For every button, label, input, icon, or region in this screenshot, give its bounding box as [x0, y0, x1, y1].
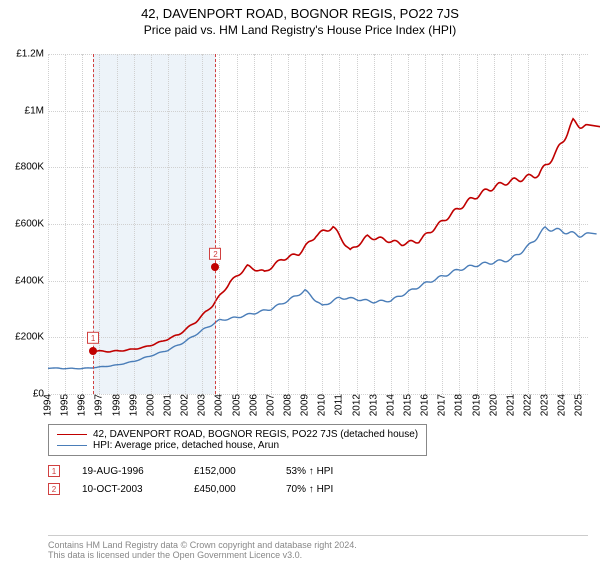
x-axis-label: 2011: [334, 394, 345, 418]
sale-price: £450,000: [194, 484, 264, 495]
chart-lines: [48, 54, 588, 394]
x-axis-label: 2010: [317, 394, 328, 418]
x-axis-label: 2004: [214, 394, 225, 418]
x-axis-label: 2012: [351, 394, 362, 418]
x-axis-label: 2014: [385, 394, 396, 418]
x-axis-label: 1999: [128, 394, 139, 418]
chart-plot-area: 12 £0£200K£400K£600K£800K£1M£1.2M 199419…: [48, 54, 588, 394]
x-axis-label: 2017: [437, 394, 448, 418]
x-axis-label: 2000: [145, 394, 156, 418]
x-axis-label: 1997: [94, 394, 105, 418]
x-axis-label: 2006: [248, 394, 259, 418]
x-axis-label: 2008: [283, 394, 294, 418]
x-axis-label: 1998: [111, 394, 122, 418]
footer-line2: This data is licensed under the Open Gov…: [48, 550, 588, 560]
chart-subtitle: Price paid vs. HM Land Registry's House …: [0, 23, 600, 37]
sale-marker-box: 1: [87, 332, 99, 344]
x-axis-label: 1994: [43, 394, 54, 418]
legend-box: 42, DAVENPORT ROAD, BOGNOR REGIS, PO22 7…: [48, 424, 427, 456]
x-axis-label: 2005: [231, 394, 242, 418]
x-axis-label: 2018: [454, 394, 465, 418]
x-axis-label: 2019: [471, 394, 482, 418]
x-axis-label: 2022: [523, 394, 534, 418]
x-axis-label: 1995: [60, 394, 71, 418]
x-axis-label: 2025: [574, 394, 585, 418]
series-line-2: [48, 227, 597, 369]
y-axis-label: £800K: [15, 162, 48, 173]
x-axis-label: 2020: [488, 394, 499, 418]
x-axis-label: 2003: [197, 394, 208, 418]
x-axis-label: 2024: [557, 394, 568, 418]
sale-marker-box: 2: [209, 247, 221, 259]
sale-index-box: 2: [48, 483, 60, 495]
y-axis-label: £400K: [15, 275, 48, 286]
legend-label-1: 42, DAVENPORT ROAD, BOGNOR REGIS, PO22 7…: [93, 429, 418, 440]
x-axis-label: 2007: [265, 394, 276, 418]
sale-vline: [215, 54, 216, 394]
sales-row: 2 10-OCT-2003 £450,000 70% ↑ HPI: [48, 480, 588, 498]
x-axis-label: 2015: [403, 394, 414, 418]
y-axis-label: £1M: [25, 105, 48, 116]
sales-row: 1 19-AUG-1996 £152,000 53% ↑ HPI: [48, 462, 588, 480]
chart-title: 42, DAVENPORT ROAD, BOGNOR REGIS, PO22 7…: [0, 6, 600, 21]
series-line-1: [93, 119, 600, 352]
x-axis-label: 2002: [180, 394, 191, 418]
sale-marker-dot: [211, 263, 219, 271]
x-axis-label: 2016: [420, 394, 431, 418]
x-axis-label: 2001: [163, 394, 174, 418]
y-axis-label: £1.2M: [16, 49, 48, 60]
y-axis-label: £600K: [15, 219, 48, 230]
sale-date: 10-OCT-2003: [82, 484, 172, 495]
sale-date: 19-AUG-1996: [82, 466, 172, 477]
footer-line1: Contains HM Land Registry data © Crown c…: [48, 540, 588, 550]
sale-marker-dot: [89, 347, 97, 355]
legend-label-2: HPI: Average price, detached house, Arun: [93, 440, 279, 451]
x-axis-label: 2023: [540, 394, 551, 418]
x-axis-label: 2013: [368, 394, 379, 418]
x-axis-label: 1996: [77, 394, 88, 418]
x-axis-label: 2009: [300, 394, 311, 418]
x-axis-label: 2021: [505, 394, 516, 418]
sale-index-box: 1: [48, 465, 60, 477]
legend-block: 42, DAVENPORT ROAD, BOGNOR REGIS, PO22 7…: [48, 424, 588, 498]
sale-delta: 70% ↑ HPI: [286, 484, 333, 495]
y-axis-label: £200K: [15, 332, 48, 343]
sale-price: £152,000: [194, 466, 264, 477]
footer: Contains HM Land Registry data © Crown c…: [48, 535, 588, 560]
sales-list: 1 19-AUG-1996 £152,000 53% ↑ HPI 2 10-OCT-200…: [48, 462, 588, 498]
sale-delta: 53% ↑ HPI: [286, 466, 333, 477]
legend-swatch-2: [57, 445, 87, 446]
legend-swatch-1: [57, 434, 87, 435]
